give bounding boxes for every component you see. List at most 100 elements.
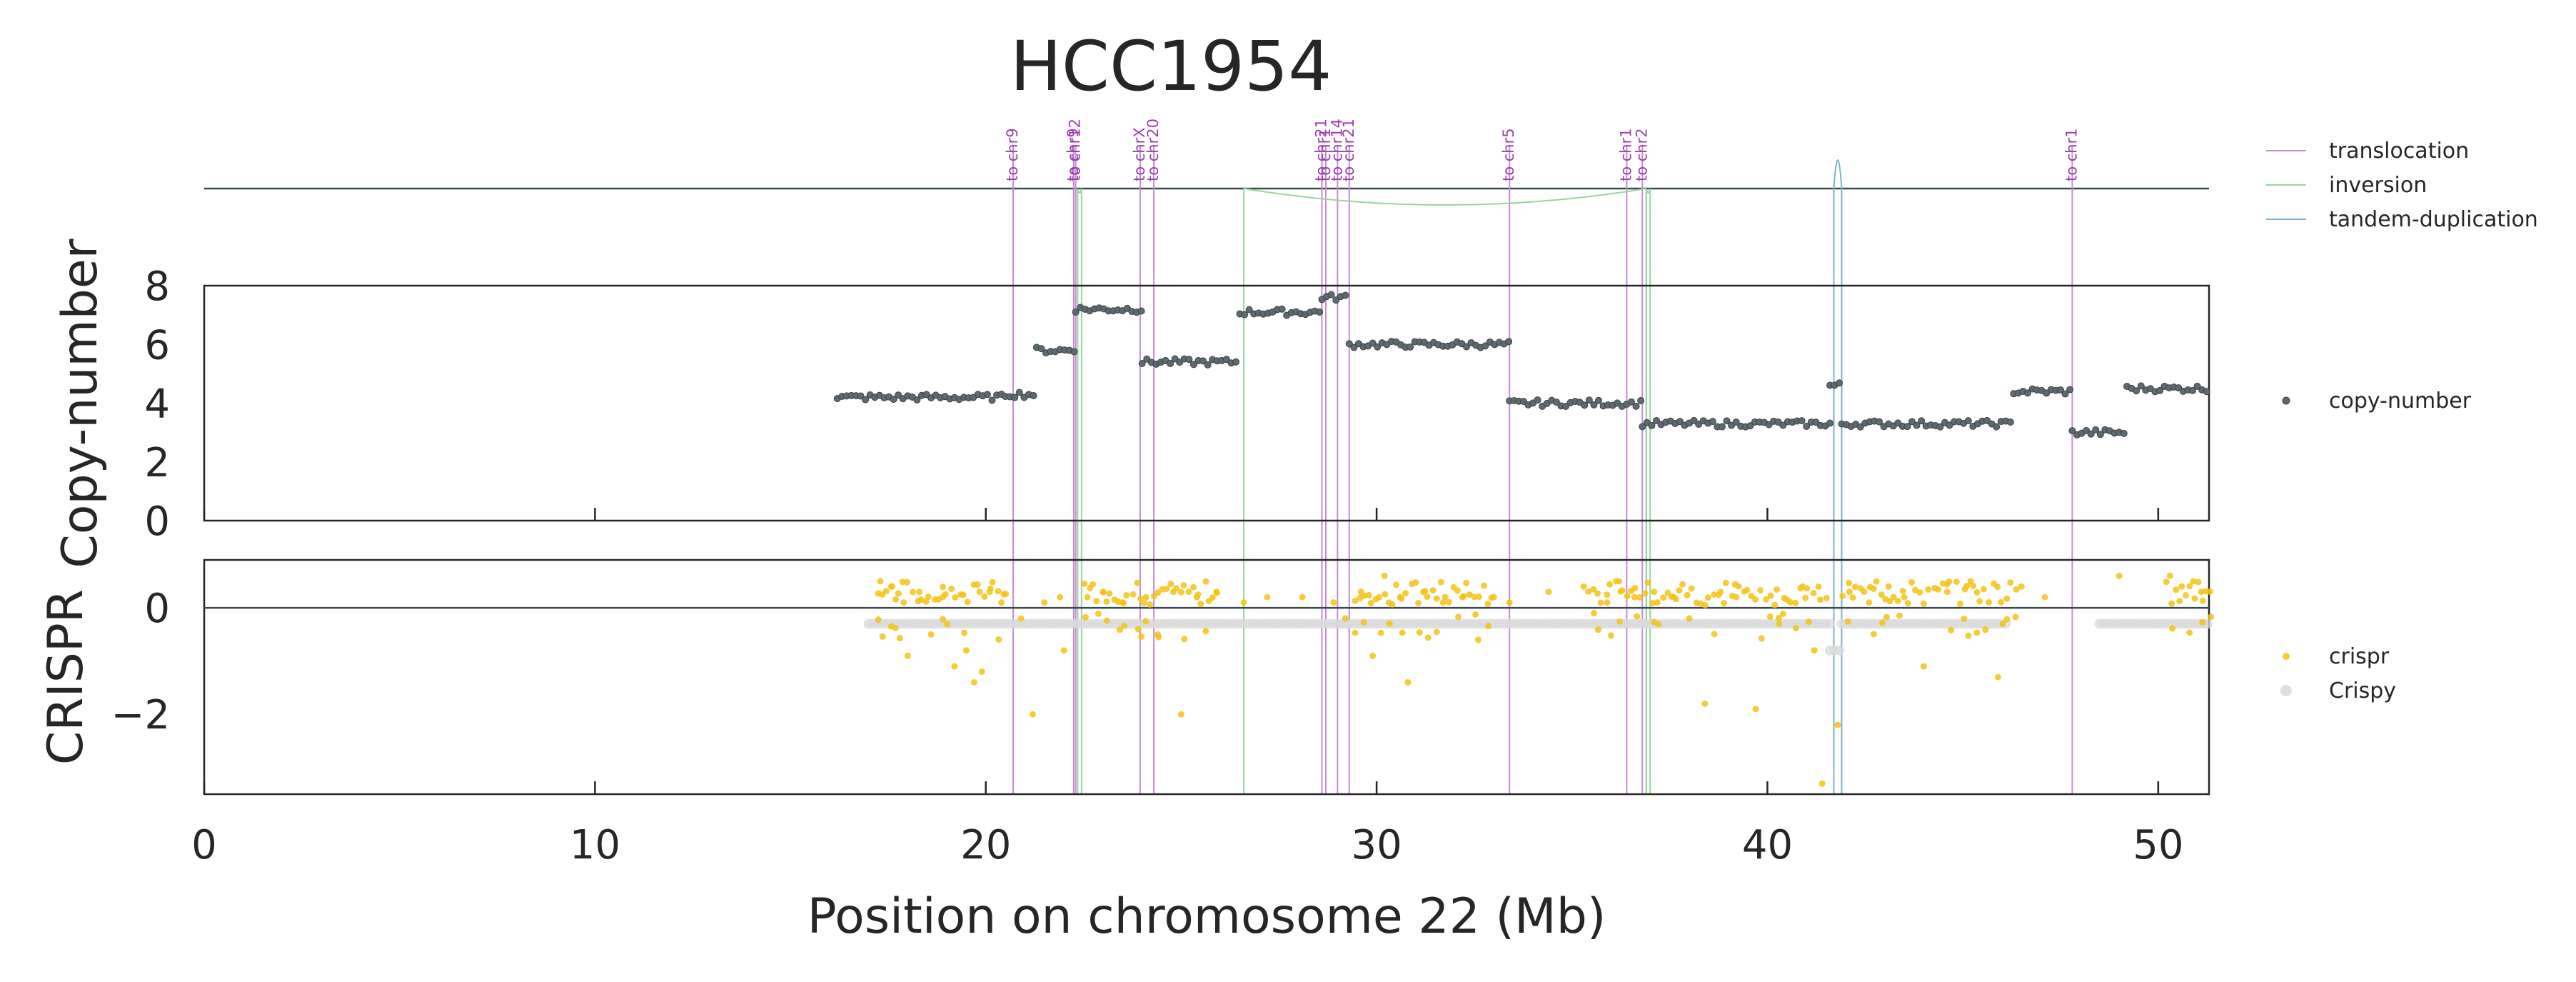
crispr-point	[1264, 593, 1271, 601]
crispr-point	[1209, 594, 1216, 601]
copy-number-point	[2133, 387, 2140, 395]
copy-number-point	[2006, 418, 2014, 426]
crispr-point	[1686, 615, 1693, 622]
crispr-point	[1970, 582, 1977, 589]
crispr-point	[1604, 599, 1611, 606]
crispr-point	[1029, 711, 1036, 718]
copy-number-point	[1070, 348, 1078, 356]
crispr-point	[1389, 601, 1396, 608]
crispr-point	[1890, 593, 1897, 601]
translocation-label: to chr2	[1633, 128, 1650, 181]
copy-number-point	[1746, 422, 1754, 430]
crispr-point	[1752, 706, 1759, 713]
crispr-point	[1147, 601, 1154, 608]
crispr-point	[1106, 590, 1113, 597]
copy-number-point	[1037, 345, 1045, 353]
crispr-point	[995, 588, 1002, 595]
legend-label-copy-number: copy-number	[2329, 389, 2472, 414]
crispr-point	[1597, 599, 1604, 606]
copy-number-point	[1204, 361, 1212, 369]
copy-number-point	[1856, 423, 1864, 431]
copy-number-point	[1552, 399, 1560, 406]
crispr-point	[1475, 593, 1482, 601]
crispr-point	[1844, 618, 1851, 625]
copy-number-point	[2087, 430, 2095, 438]
crispr-point	[1805, 618, 1812, 626]
x-tick-label: 20	[960, 822, 1011, 868]
crispr-point	[2168, 600, 2175, 607]
crispr-point	[1415, 599, 1422, 606]
crispr-point	[1590, 610, 1597, 617]
crispr-point	[2199, 618, 2206, 626]
copy-number-point	[1826, 419, 1834, 427]
copy-number-point	[2057, 386, 2064, 394]
crispr-point	[1190, 583, 1197, 591]
crispr-point	[1797, 585, 1804, 592]
x-tick-label: 10	[570, 822, 620, 868]
crispy-point	[1834, 645, 1845, 656]
crispr-point	[1776, 620, 1783, 627]
copy-number-point	[1779, 421, 1787, 429]
crispr-point	[2007, 579, 2014, 586]
copy-number-point	[2120, 429, 2128, 437]
crispr-point	[1773, 586, 1781, 593]
crispr-point	[940, 583, 947, 591]
copy-number-point	[1332, 296, 1340, 304]
crispr-point	[962, 647, 970, 654]
copy-number-point	[1245, 306, 1253, 314]
legend: translocation inversion tandem-duplication…	[2266, 139, 2538, 703]
copy-number-point	[1278, 305, 1286, 313]
crispr-point	[882, 588, 890, 595]
copy-number-point	[2043, 389, 2051, 397]
crispr-point	[1885, 583, 1892, 590]
crispr-point	[2176, 598, 2183, 605]
crispr-point	[903, 578, 910, 586]
copy-number-point	[2156, 386, 2164, 394]
copy-number-point	[1690, 416, 1698, 424]
copy-number-point	[1232, 358, 1240, 366]
crispr-point	[1866, 599, 1873, 606]
crispr-point	[1134, 579, 1141, 586]
copy-number-point	[1374, 343, 1382, 351]
crispr-point	[1082, 613, 1089, 621]
crispr-point	[1904, 600, 1911, 607]
crispr-point	[1197, 601, 1204, 608]
crispr-point	[1180, 582, 1187, 589]
crispr-point	[2191, 595, 2198, 602]
crispr-point	[951, 663, 958, 670]
crispr-point	[1660, 594, 1667, 601]
crispr-point	[1604, 591, 1611, 598]
crispr-point	[1202, 578, 1209, 585]
crispr-point	[1481, 582, 1488, 589]
copy-number-point	[1072, 309, 1080, 316]
copy-number-y-tick-label: 0	[144, 498, 170, 545]
crispr-point	[981, 593, 988, 600]
crispr-point	[2186, 629, 2193, 636]
crispr-y-tick-label: −2	[111, 692, 170, 738]
crispr-point	[1673, 596, 1680, 603]
crispr-frame	[203, 558, 2210, 796]
crispr-point	[1965, 632, 1972, 639]
crispr-point	[1676, 587, 1683, 594]
crispr-point	[1342, 615, 1349, 622]
crispr-point	[892, 624, 899, 631]
translocation-label: to chr9	[1065, 128, 1082, 181]
crispr-point	[1994, 583, 2001, 591]
crispr-point	[2208, 613, 2215, 621]
crispr-point	[1352, 629, 1359, 636]
copy-number-point	[1648, 421, 1656, 429]
crispr-y-tick-label: 0	[144, 586, 170, 632]
copy-number-point	[1369, 339, 1377, 347]
crispr-point	[896, 635, 903, 642]
crispr-point	[1956, 600, 1963, 607]
crispr-point	[1155, 633, 1162, 641]
copy-number-point	[2066, 386, 2074, 394]
crispr-point	[1365, 591, 1372, 598]
crispr-point	[2186, 583, 2193, 590]
crispr-point	[1455, 613, 1462, 621]
copy-number-point	[1015, 389, 1023, 396]
crispr-point	[1963, 583, 1971, 590]
copy-number-point	[1676, 418, 1684, 426]
copy-number-y-tick-label: 4	[144, 381, 170, 428]
crispr-point	[1240, 599, 1247, 606]
